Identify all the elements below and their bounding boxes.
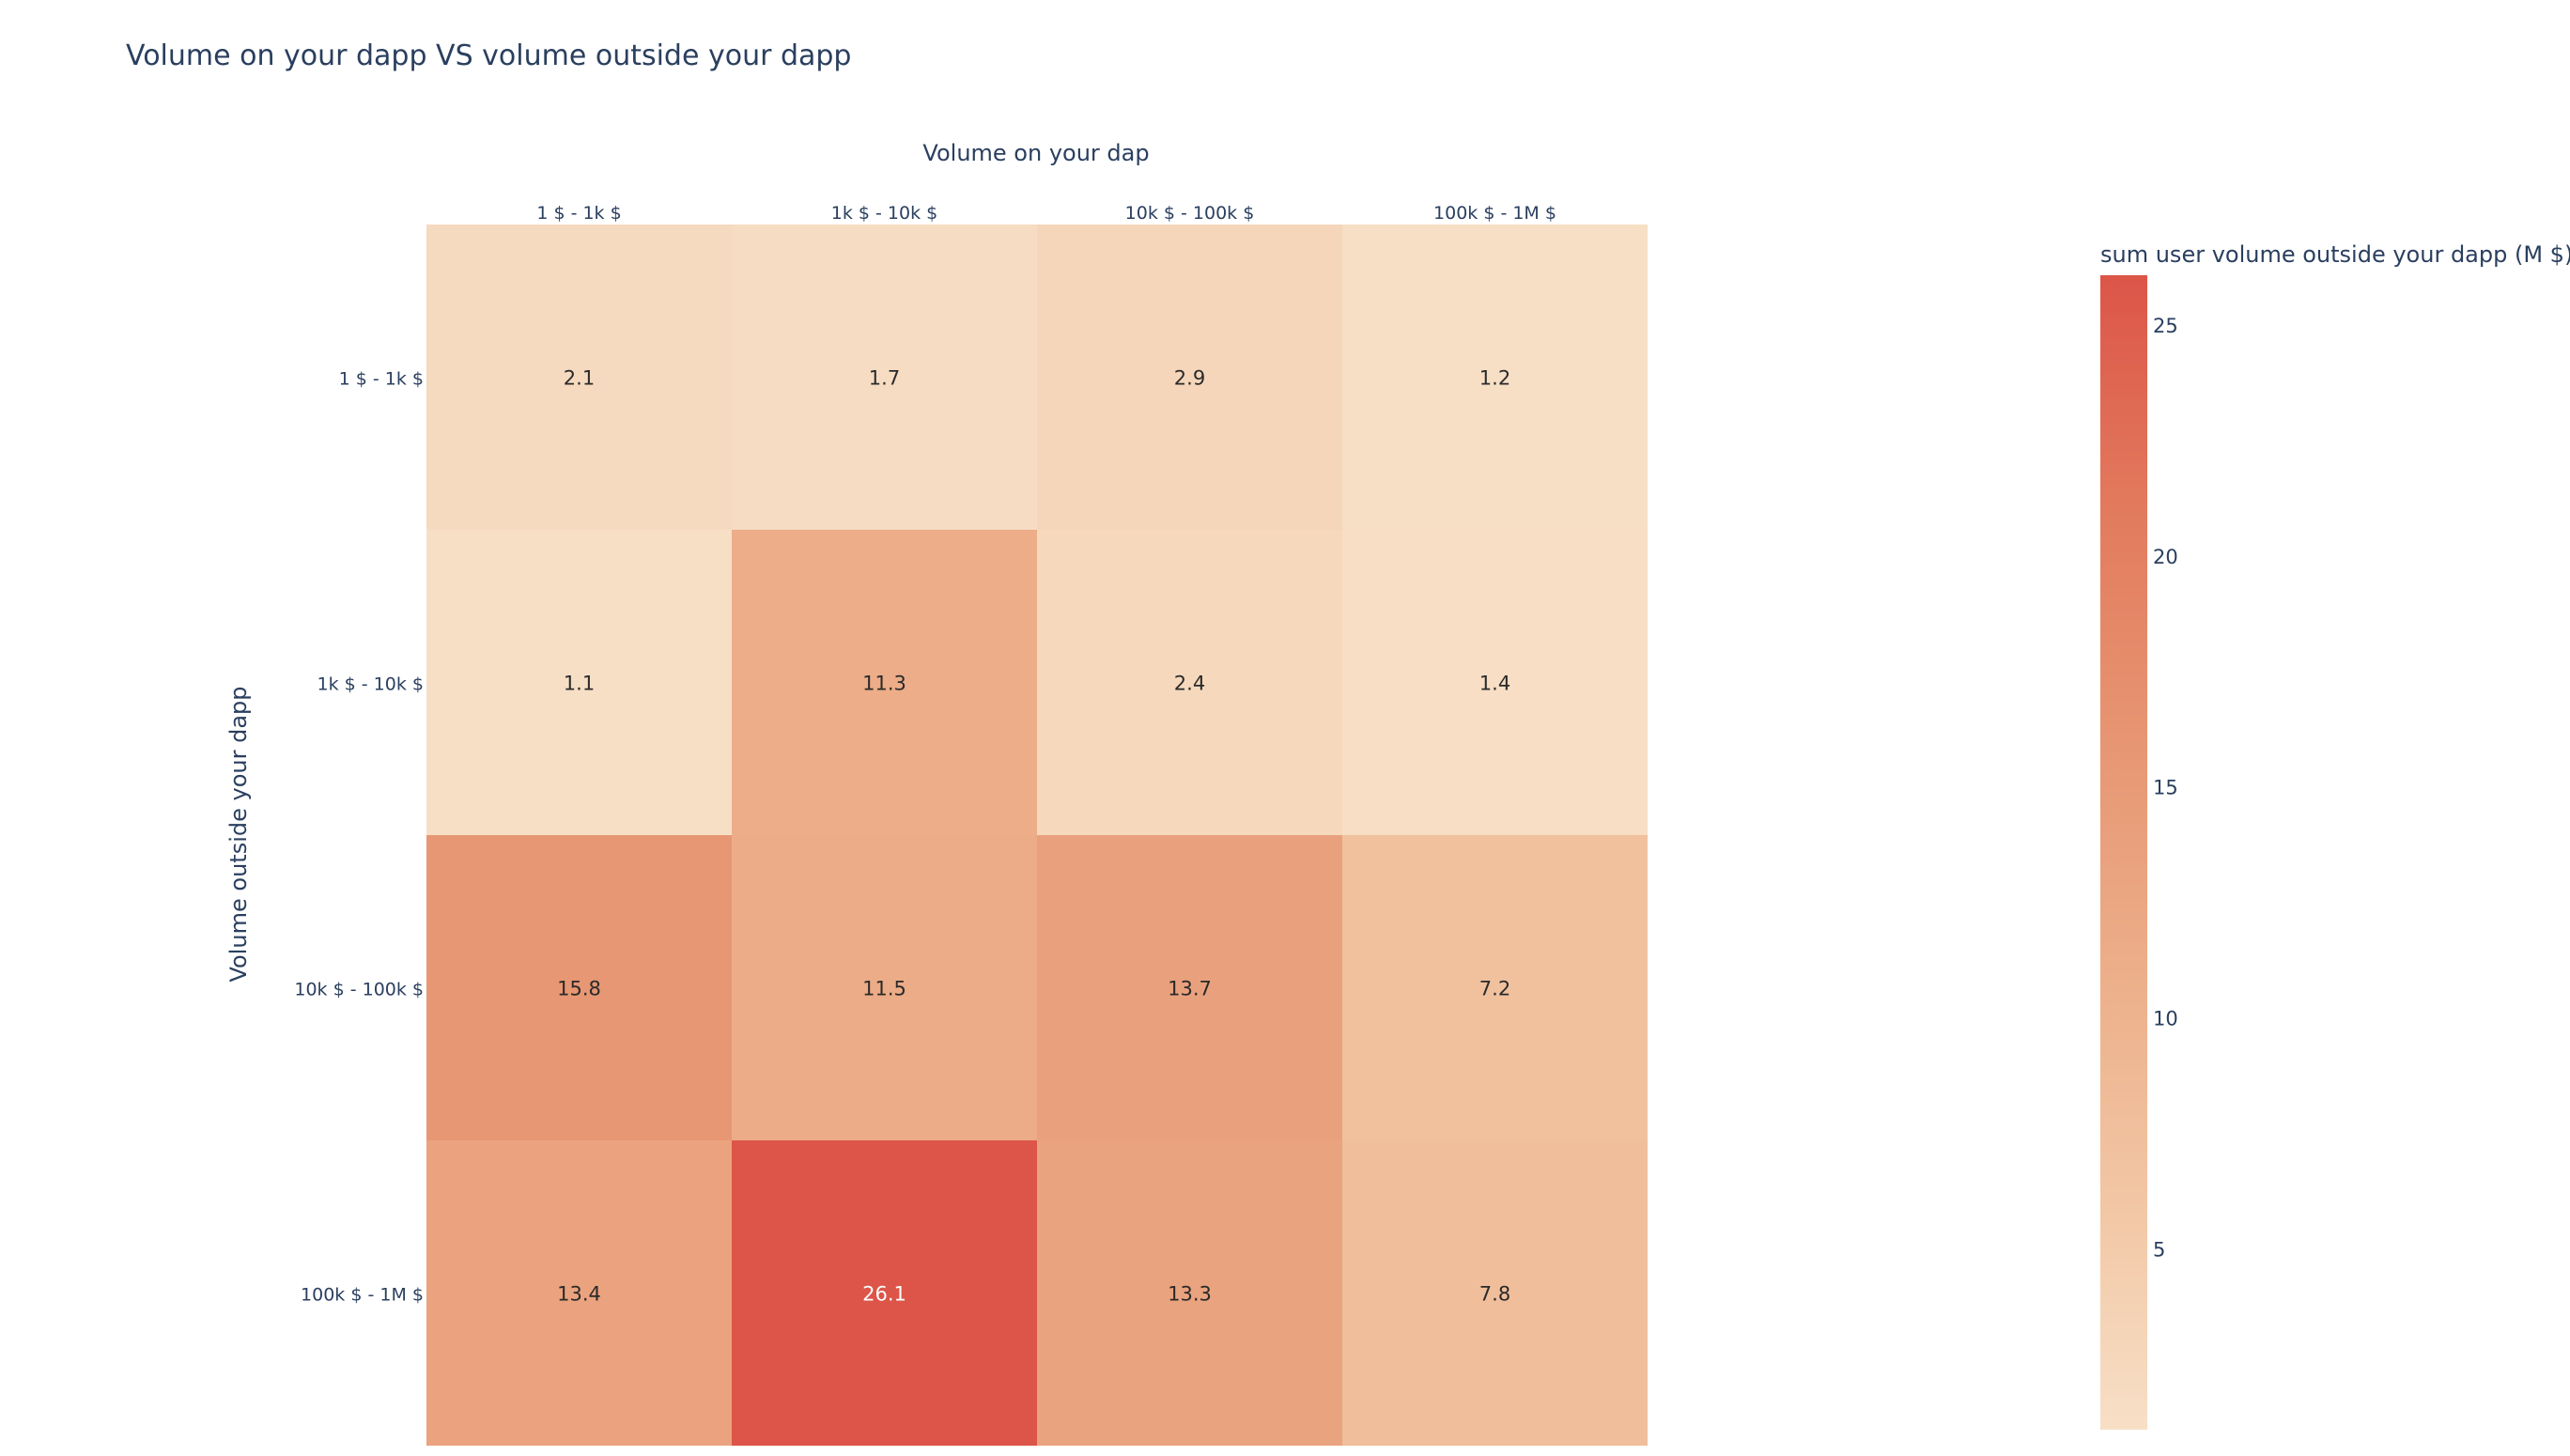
cell-value-label: 13.4 (557, 1283, 601, 1306)
colorbar-tick-label: 15 (2153, 777, 2178, 799)
heatmap-cell (1342, 530, 1648, 835)
x-tick-label: 1k $ - 10k $ (831, 203, 937, 224)
cell-value-label: 2.1 (564, 367, 595, 390)
cell-value-label: 2.9 (1174, 367, 1205, 390)
x-tick-label: 1 $ - 1k $ (536, 203, 621, 224)
x-axis-title: Volume on your dap (922, 140, 1149, 166)
cell-value-label: 2.4 (1174, 673, 1205, 695)
heatmap-cell (426, 225, 732, 530)
colorbar-tick-label: 25 (2153, 315, 2178, 337)
heatmap-cell (732, 530, 1037, 835)
heatmap-cell (732, 225, 1037, 530)
heatmap-cell (1037, 1140, 1342, 1446)
colorbar (2100, 275, 2147, 1430)
cell-value-label: 11.3 (862, 673, 906, 695)
y-axis-tick-labels: 1 $ - 1k $ 1k $ - 10k $ 10k $ - 100k $ 100k… (294, 369, 424, 1306)
cell-value-label: 7.8 (1479, 1283, 1510, 1306)
heatmap-cell (1342, 225, 1648, 530)
heatmap-cell (732, 835, 1037, 1140)
cell-value-label: 1.4 (1479, 673, 1510, 695)
cell-value-label: 1.2 (1479, 367, 1510, 390)
cell-value-label: 1.1 (564, 673, 595, 695)
cell-value-label: 7.2 (1479, 978, 1510, 1000)
colorbar-tick-label: 20 (2153, 546, 2178, 568)
x-tick-label: 100k $ - 1M $ (1433, 203, 1556, 224)
cell-value-label: 11.5 (862, 978, 906, 1000)
y-tick-label: 1 $ - 1k $ (339, 369, 424, 390)
x-axis-tick-labels: 1 $ - 1k $ 1k $ - 10k $ 10k $ - 100k $ 100k… (536, 203, 1556, 224)
heatmap-cell (1342, 1140, 1648, 1446)
y-tick-label: 100k $ - 1M $ (301, 1285, 424, 1306)
heatmap-cell (1342, 835, 1648, 1140)
heatmap-cell (1037, 835, 1342, 1140)
cell-value-label: 26.1 (862, 1283, 906, 1306)
heatmap-cell (1037, 225, 1342, 530)
heatmap-cell (732, 1140, 1037, 1446)
colorbar-tick-labels: 5 10 15 20 25 (2153, 315, 2178, 1261)
x-tick-label: 10k $ - 100k $ (1125, 203, 1255, 224)
chart-title: Volume on your dapp VS volume outside yo… (126, 39, 852, 72)
y-tick-label: 10k $ - 100k $ (294, 980, 424, 1000)
heatmap-cell (426, 530, 732, 835)
cell-value-label: 1.7 (869, 367, 900, 390)
colorbar-title: sum user volume outside your dapp (M $) (2100, 241, 2570, 268)
y-axis-title: Volume outside your dapp (225, 687, 252, 983)
colorbar-tick-label: 5 (2153, 1238, 2165, 1261)
heatmap-cells (426, 225, 1648, 1446)
colorbar-tick-label: 10 (2153, 1007, 2178, 1030)
heatmap-cell (1037, 530, 1342, 835)
heatmap-cell (426, 1140, 732, 1446)
cell-value-label: 13.7 (1168, 978, 1212, 1000)
y-tick-label: 1k $ - 10k $ (317, 674, 424, 695)
cell-value-label: 15.8 (557, 978, 601, 1000)
heatmap-cell (426, 835, 732, 1140)
cell-value-label: 13.3 (1168, 1283, 1212, 1306)
heatmap-cell-labels: 2.1 1.7 2.9 1.2 1.1 11.3 2.4 1.4 15.8 11.5 13.7 7.2… (557, 367, 1510, 1306)
